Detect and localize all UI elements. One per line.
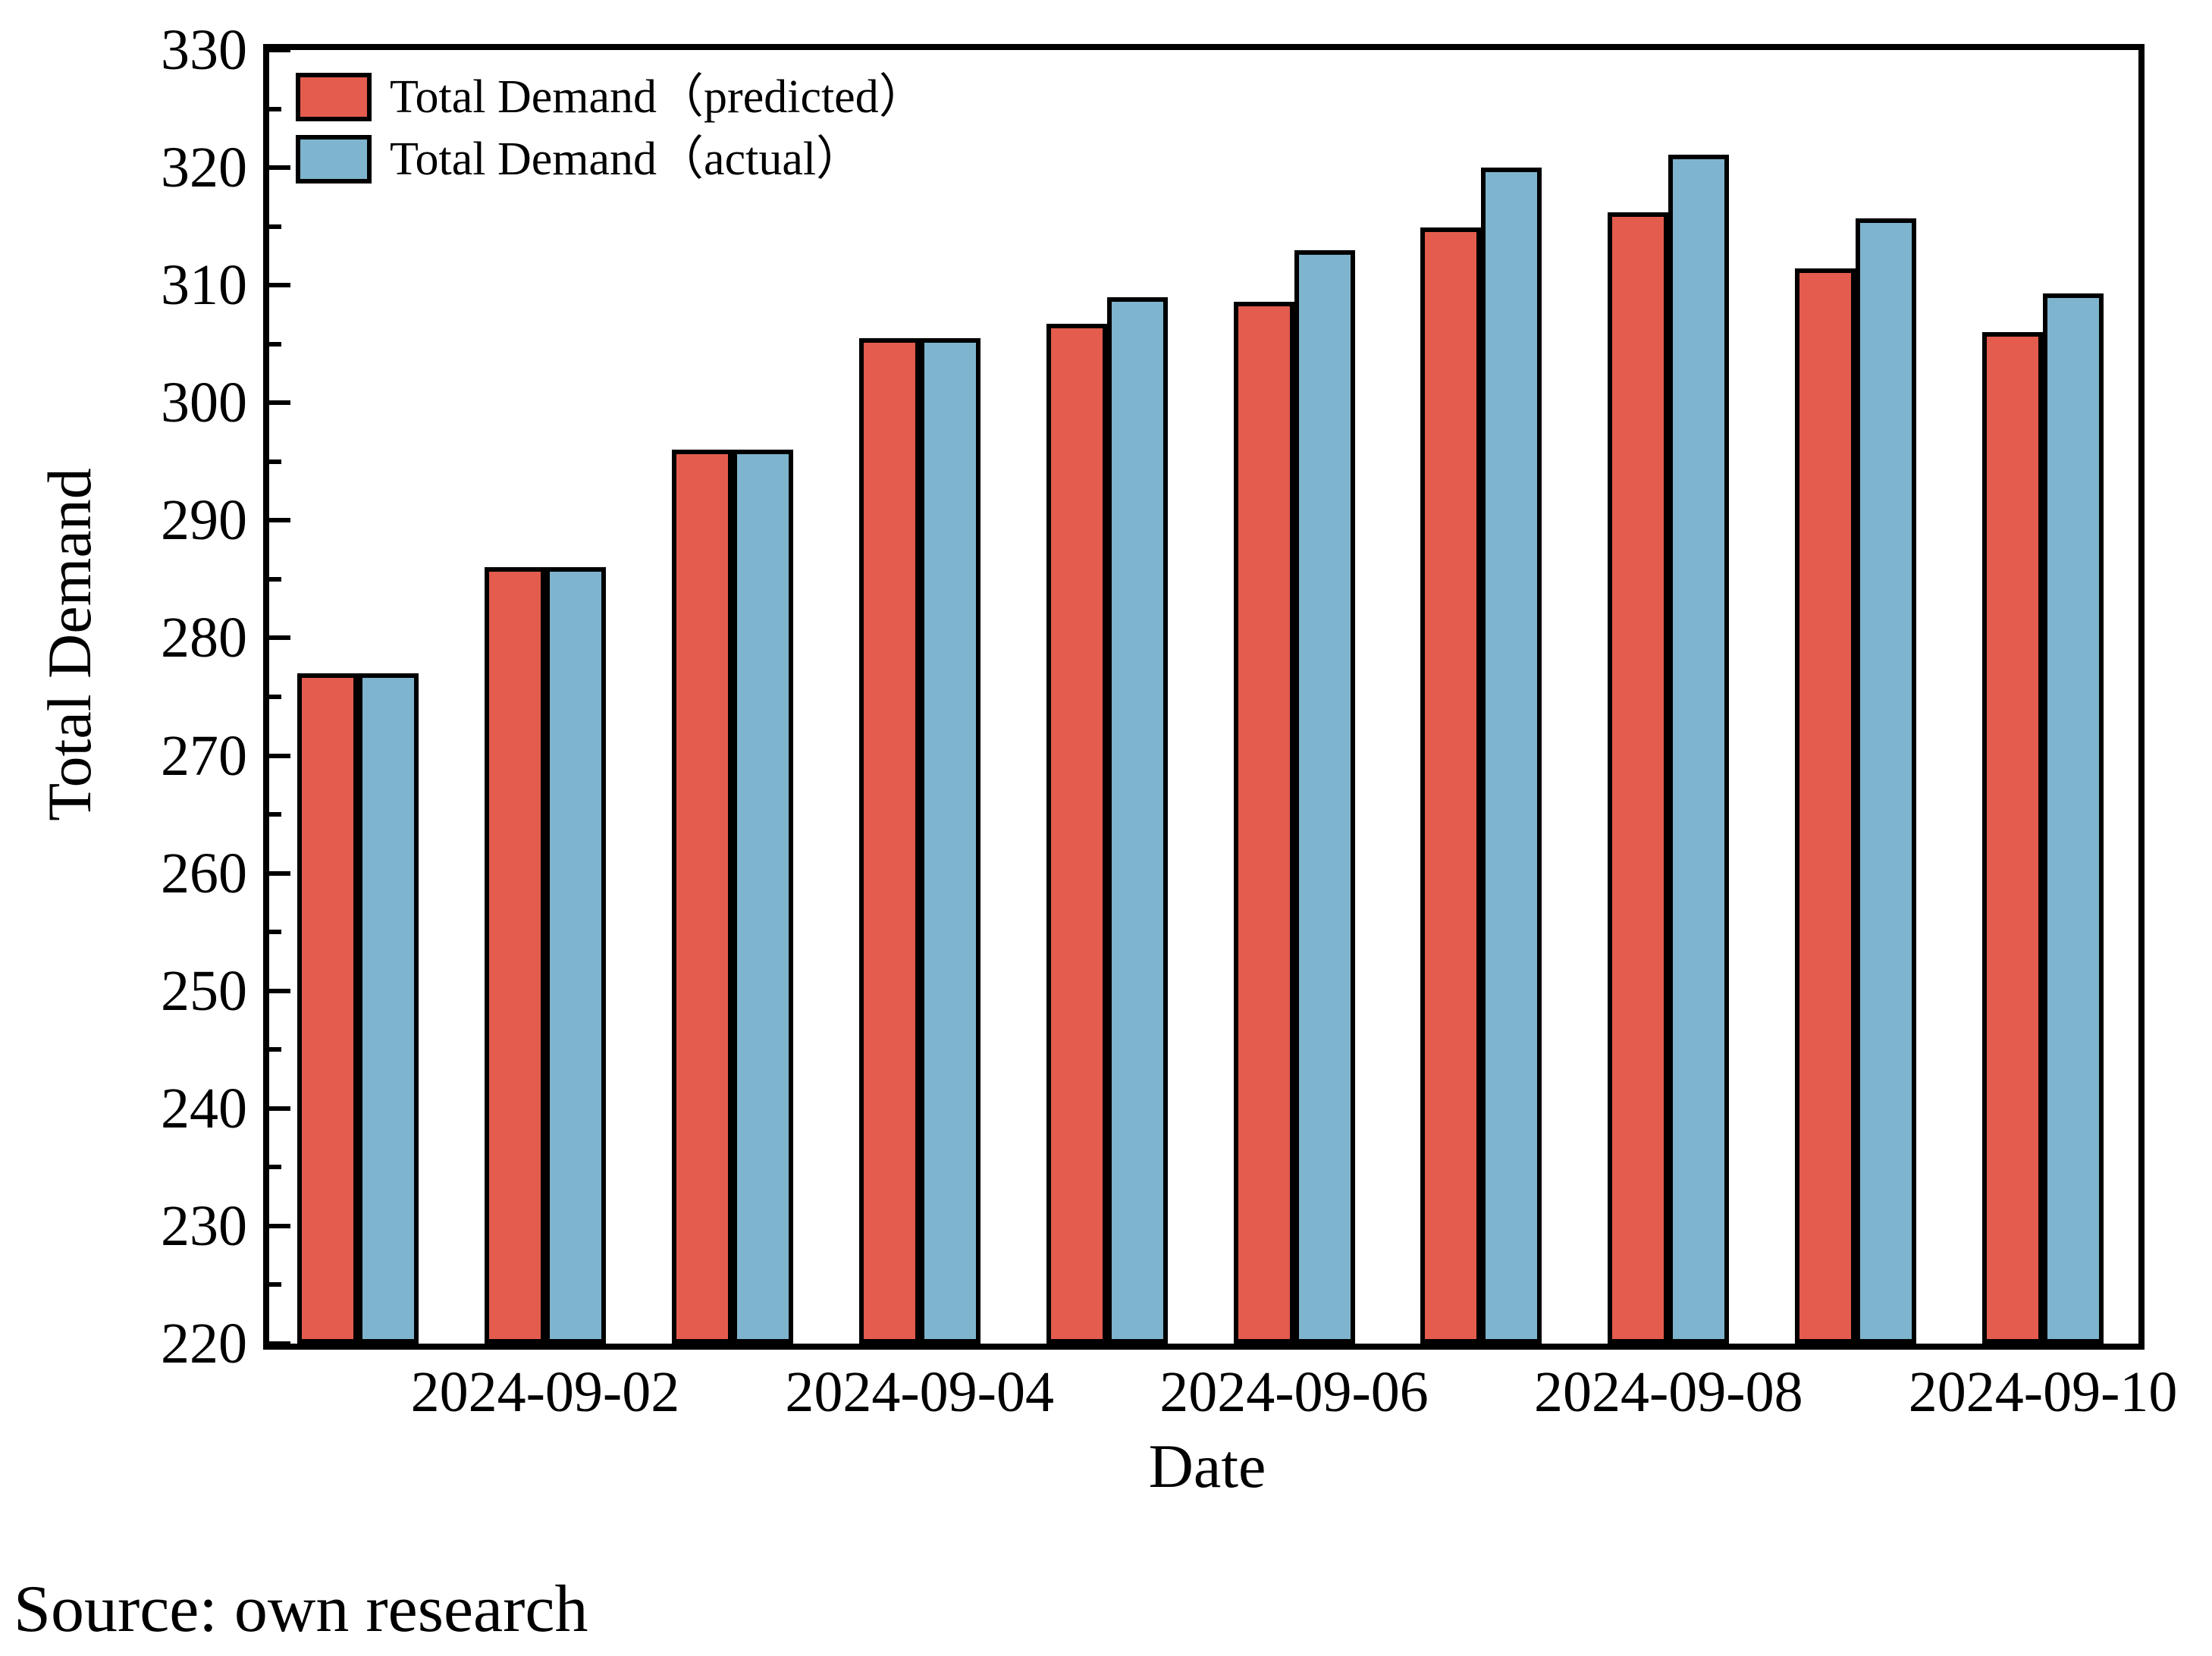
legend: Total Demand（predicted） Total Demand（act… <box>296 70 926 187</box>
y-axis-minor-tick <box>269 812 281 817</box>
legend-swatch-predicted <box>296 73 372 121</box>
bar-actual-2024-09-05 <box>1106 297 1168 1344</box>
y-axis-minor-tick <box>269 106 281 111</box>
y-axis-major-tick <box>269 870 290 876</box>
legend-swatch-actual <box>296 135 372 183</box>
bar-actual-2024-09-02 <box>544 567 606 1344</box>
x-tick-label-2024-09-06: 2024-09-06 <box>1159 1360 1429 1424</box>
y-axis-minor-tick <box>269 1282 281 1287</box>
y-axis-major-tick <box>269 283 290 288</box>
bar-predicted-2024-09-08 <box>1608 212 1669 1344</box>
y-axis-minor-tick <box>269 1047 281 1052</box>
x-tick-label-2024-09-04: 2024-09-04 <box>785 1360 1054 1424</box>
y-tick-label-290: 290 <box>161 488 247 553</box>
y-tick-label-260: 260 <box>161 841 247 905</box>
bar-actual-2024-09-10 <box>2043 293 2104 1344</box>
y-axis-major-tick <box>269 1341 290 1346</box>
bar-actual-2024-09-04 <box>919 338 980 1344</box>
bar-predicted-2024-09-04 <box>858 338 920 1344</box>
y-tick-label-220: 220 <box>161 1312 247 1375</box>
y-axis-minor-tick <box>269 224 281 229</box>
y-axis-major-tick <box>269 988 290 993</box>
y-tick-label-250: 250 <box>161 958 247 1023</box>
bar-predicted-2024-09-05 <box>1046 324 1107 1344</box>
y-axis-major-tick <box>269 635 290 641</box>
y-tick-label-330: 330 <box>161 18 247 82</box>
y-axis-major-tick <box>269 1223 290 1228</box>
bar-predicted-2024-09-03 <box>671 450 733 1344</box>
bar-actual-2024-09-08 <box>1668 155 1730 1344</box>
y-axis-major-tick <box>269 518 290 523</box>
y-axis-minor-tick <box>269 576 281 582</box>
y-tick-label-310: 310 <box>161 253 247 318</box>
y-axis-major-tick <box>269 48 290 52</box>
bar-actual-2024-09-03 <box>732 450 793 1344</box>
y-axis-minor-tick <box>269 341 281 347</box>
y-tick-label-320: 320 <box>161 136 247 200</box>
x-tick-label-2024-09-10: 2024-09-10 <box>1908 1360 2178 1424</box>
y-axis-minor-tick <box>269 930 281 935</box>
bar-actual-2024-09-06 <box>1294 250 1355 1344</box>
y-axis-minor-tick <box>269 459 281 464</box>
y-tick-label-280: 280 <box>161 606 247 670</box>
x-tick-label-2024-09-02: 2024-09-02 <box>410 1360 680 1424</box>
bar-predicted-2024-09-07 <box>1420 227 1482 1344</box>
x-axis-title: Date <box>1148 1432 1266 1501</box>
bar-predicted-2024-09-09 <box>1795 268 1856 1344</box>
y-axis-minor-tick <box>269 1165 281 1170</box>
bar-predicted-2024-09-10 <box>1982 332 2044 1344</box>
y-axis-major-tick <box>269 165 290 171</box>
bar-actual-2024-09-09 <box>1856 218 1917 1344</box>
legend-item-actual: Total Demand（actual） <box>296 132 926 187</box>
y-tick-label-300: 300 <box>161 371 247 435</box>
bar-predicted-2024-09-01 <box>297 673 358 1344</box>
bar-actual-2024-09-07 <box>1481 168 1542 1344</box>
bar-actual-2024-09-01 <box>358 673 419 1344</box>
y-axis-major-tick <box>269 1106 290 1111</box>
y-tick-label-240: 240 <box>161 1076 247 1140</box>
y-axis-major-tick <box>269 400 290 406</box>
bar-predicted-2024-09-06 <box>1233 302 1294 1344</box>
bar-predicted-2024-09-02 <box>484 567 545 1344</box>
source-note: Source: own research <box>14 1573 588 1646</box>
y-tick-label-230: 230 <box>161 1193 247 1258</box>
legend-label-predicted: Total Demand（predicted） <box>390 71 926 123</box>
x-tick-label-2024-09-08: 2024-09-08 <box>1533 1360 1803 1424</box>
plot-area: Total Demand（predicted） Total Demand（act… <box>263 44 2145 1350</box>
legend-label-actual: Total Demand（actual） <box>390 133 864 185</box>
y-tick-label-270: 270 <box>161 723 247 788</box>
y-axis-major-tick <box>269 753 290 758</box>
legend-item-predicted: Total Demand（predicted） <box>296 70 926 124</box>
y-axis-minor-tick <box>269 695 281 699</box>
